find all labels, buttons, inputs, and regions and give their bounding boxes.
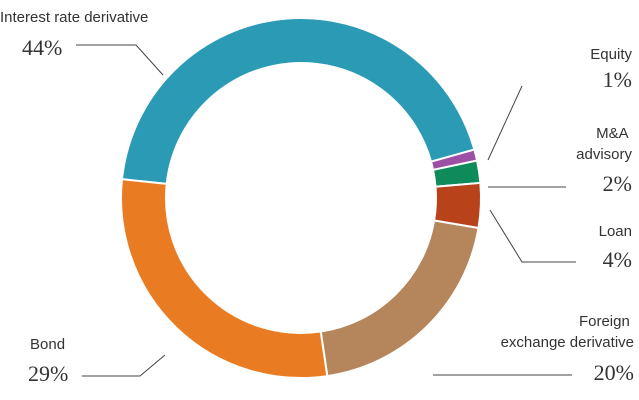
category-label: Bond: [30, 336, 65, 353]
leader-line: [82, 354, 166, 377]
value-label: 2%: [603, 171, 632, 196]
slice: [120, 17, 476, 185]
donut: [120, 17, 482, 379]
value-label: 1%: [603, 67, 632, 92]
category-label: Equity: [590, 46, 632, 63]
slice: [319, 219, 480, 378]
labels: Interest rate derivative 44% Equity 1% M…: [0, 9, 634, 386]
leader-line: [489, 209, 576, 263]
category-label: Foreign exchange derivative: [501, 313, 634, 351]
category-label: Loan: [599, 223, 632, 240]
category-label: M&A advisory: [576, 125, 632, 163]
slice: [120, 178, 329, 379]
leader-line: [76, 44, 164, 76]
value-label: 4%: [603, 247, 632, 272]
value-label: 29%: [28, 361, 68, 386]
value-label: 44%: [22, 35, 62, 60]
value-label: 20%: [594, 360, 634, 385]
category-label: Interest rate derivative: [0, 9, 148, 26]
leader-line: [487, 85, 523, 161]
